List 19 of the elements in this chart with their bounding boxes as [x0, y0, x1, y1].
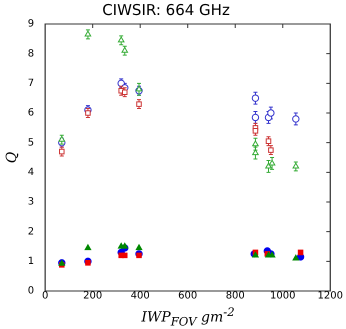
x-tick-label: 1000: [270, 290, 296, 302]
y-axis-title: Q: [4, 151, 20, 164]
x-tick-label: 200: [83, 290, 102, 302]
y-tick-label: 3: [28, 196, 34, 208]
y-tick-label: 5: [28, 137, 34, 148]
y-tick-label: 8: [28, 48, 34, 60]
y-tick-label: 7: [28, 78, 34, 89]
y-tick-label: 2: [28, 226, 34, 238]
x-tick-label: 400: [130, 290, 150, 302]
y-tick-label: 4: [28, 166, 34, 178]
y-tick-label: 1: [28, 256, 34, 267]
x-tick-label: 800: [226, 290, 245, 302]
x-tick-label: 1200: [318, 290, 343, 302]
x-axis-title: IWP$_{FOV}$ gm$^{-2}$: [140, 305, 236, 328]
x-tick-label: 600: [178, 290, 198, 302]
chart-title: CIWSIR: 664 GHz: [102, 0, 230, 19]
x-tick-label: 0: [42, 290, 48, 302]
y-tick-label: 9: [28, 18, 34, 30]
y-tick-label: 6: [28, 108, 34, 119]
